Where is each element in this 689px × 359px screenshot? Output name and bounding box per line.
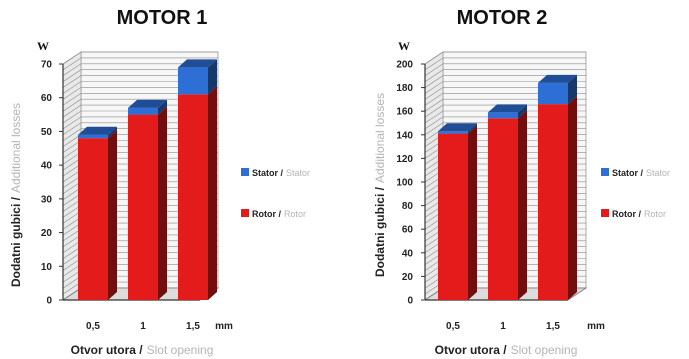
bar-front	[438, 134, 468, 300]
x-axis-label: Otvor utora / Slot opening	[71, 343, 214, 357]
y-tick-label: 140	[396, 130, 413, 141]
x-tick-label: 1	[140, 321, 146, 332]
y-tick-label: 70	[41, 60, 53, 71]
y-tick-label: 10	[41, 262, 53, 273]
legend-swatch-rotor	[241, 209, 249, 217]
bar-segment-rotor	[78, 130, 117, 300]
x-tick-label: 0,5	[86, 321, 100, 332]
y-axis-label-primary: Dodatni gubici /	[9, 196, 23, 287]
x-tick-labels: 0,5 1 1,5	[446, 321, 560, 332]
y-tick-label: 180	[396, 83, 413, 94]
bar-segment-stator	[178, 59, 217, 94]
x-tick-label: 0,5	[446, 321, 460, 332]
y-axis-label-primary: Dodatni gubici /	[373, 186, 387, 277]
bar-side	[158, 107, 167, 300]
legend-label-rotor-secondary: Rotor	[644, 209, 666, 219]
x-tick-labels: 0,5 1 1,5	[86, 321, 200, 332]
y-tick-label: 60	[402, 225, 414, 236]
legend-label-stator-primary: Stator /	[252, 168, 284, 178]
y-axis-label: Dodatni gubici / Additional losses	[9, 103, 23, 287]
legend-item-stator: Stator / Stator	[252, 168, 310, 178]
bar-front	[538, 104, 568, 300]
y-tick-label: 60	[41, 93, 53, 104]
legend-label-rotor-secondary: Rotor	[284, 209, 306, 219]
bar-segment-rotor	[488, 110, 527, 300]
y-tick-label: 200	[396, 60, 413, 71]
legend: Stator / Stator Rotor / Rotor	[241, 168, 310, 219]
x-axis-label-primary: Otvor utora /	[435, 343, 508, 357]
bar-segment-rotor	[438, 126, 477, 300]
chart-motor-1: MOTOR 1 W Dodatni gubici / Additional los…	[9, 7, 310, 357]
x-unit-label: mm	[215, 321, 233, 332]
legend-item-rotor: Rotor / Rotor	[612, 209, 666, 219]
legend-label-stator-primary: Stator /	[612, 168, 644, 178]
bar-front	[488, 112, 518, 118]
legend-swatch-stator	[601, 168, 609, 176]
bar-front	[438, 131, 468, 133]
y-axis-label: Dodatni gubici / Additional losses	[373, 93, 387, 277]
y-tick-label: 0	[407, 296, 413, 307]
bar-segment-rotor	[538, 96, 577, 300]
bar-side	[568, 96, 577, 300]
bar-front	[178, 67, 208, 94]
legend-item-stator: Stator / Stator	[612, 168, 670, 178]
x-axis-label-secondary: Slot opening	[147, 343, 214, 357]
x-tick-label: 1	[500, 321, 506, 332]
y-unit-label: W	[398, 39, 410, 53]
legend-swatch-stator	[241, 168, 249, 176]
bar-front	[128, 115, 158, 300]
y-axis-label-secondary: Additional losses	[373, 93, 387, 183]
x-axis-label-secondary: Slot opening	[511, 343, 578, 357]
x-tick-label: 1,5	[546, 321, 560, 332]
bar-side	[208, 86, 217, 300]
bar-front	[128, 108, 158, 115]
y-tick-label: 40	[41, 161, 53, 172]
bar-segment-stator	[538, 75, 577, 104]
bar-front	[78, 135, 108, 138]
x-axis-label-primary: Otvor utora /	[71, 343, 144, 357]
legend-label-rotor-primary: Rotor /	[252, 209, 281, 219]
legend-item-rotor: Rotor / Rotor	[252, 209, 306, 219]
legend-label-stator-secondary: Stator	[286, 168, 310, 178]
chart-title: MOTOR 2	[457, 7, 548, 29]
y-axis-label-secondary: Additional losses	[9, 103, 23, 193]
chart-motor-2: MOTOR 2 W Dodatni gubici / Additional los…	[373, 7, 670, 357]
chart-title: MOTOR 1	[117, 7, 208, 29]
y-tick-label: 0	[46, 296, 52, 307]
y-tick-label: 120	[396, 154, 413, 165]
legend-swatch-rotor	[601, 209, 609, 217]
x-axis-label: Otvor utora / Slot opening	[435, 343, 578, 357]
y-tick-label: 20	[41, 228, 53, 239]
legend: Stator / Stator Rotor / Rotor	[601, 168, 670, 219]
bar-front	[78, 138, 108, 300]
bar-front	[538, 83, 568, 104]
bar-front	[178, 94, 208, 300]
bar-side	[468, 126, 477, 300]
y-tick-label: 40	[402, 248, 414, 259]
y-tick-label: 30	[41, 194, 53, 205]
y-tick-labels: 0 10 20 30 40 50 60 70	[41, 60, 63, 307]
bar-segment-rotor	[178, 86, 217, 300]
bar-front	[488, 118, 518, 300]
y-tick-label: 160	[396, 107, 413, 118]
bar-segment-rotor	[128, 107, 167, 300]
y-unit-label: W	[37, 39, 49, 53]
y-tick-labels: 0 20 40 60 80 100 120 140 160 180 200	[396, 60, 425, 307]
legend-label-stator-secondary: Stator	[646, 168, 670, 178]
y-tick-label: 50	[41, 127, 53, 138]
y-tick-label: 20	[402, 272, 414, 283]
y-tick-label: 80	[402, 201, 414, 212]
bar-side	[518, 110, 527, 300]
x-unit-label: mm	[587, 321, 605, 332]
legend-label-rotor-primary: Rotor /	[612, 209, 641, 219]
bar-side	[108, 130, 117, 300]
y-tick-label: 100	[396, 178, 413, 189]
x-tick-label: 1,5	[186, 321, 200, 332]
